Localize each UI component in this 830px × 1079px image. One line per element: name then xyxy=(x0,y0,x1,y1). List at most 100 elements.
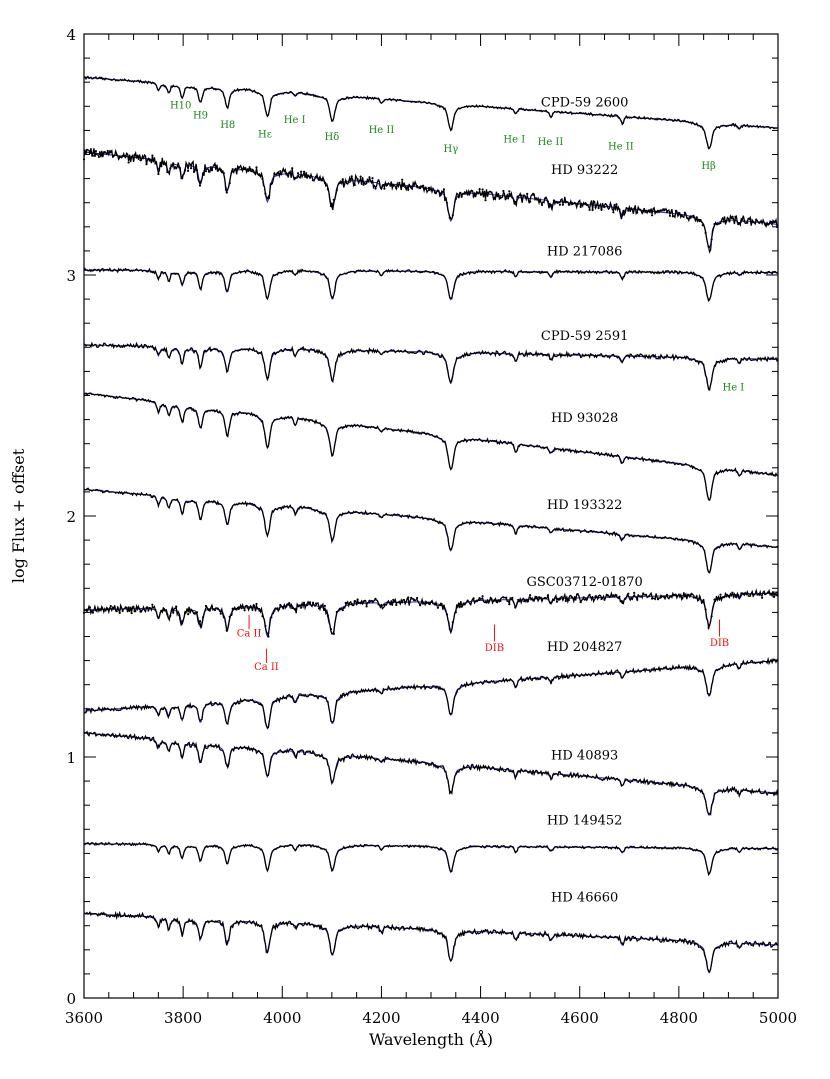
observed-point xyxy=(285,605,288,608)
observed-point xyxy=(734,595,737,598)
observed-point xyxy=(579,205,582,208)
observed-point xyxy=(285,172,288,175)
observed-point xyxy=(558,203,562,206)
axes: 3600 3800 4000 4200 4400 4600 4800 5000 0 1 2 3 4 xyxy=(65,26,797,1027)
observed-point xyxy=(680,214,683,217)
observed-point xyxy=(347,181,350,184)
observed-point xyxy=(350,175,353,178)
observed-point xyxy=(523,194,526,197)
observed-point xyxy=(445,201,448,204)
observed-point xyxy=(145,163,148,166)
observed-point xyxy=(279,170,282,173)
observed-point xyxy=(648,595,651,598)
observed-point xyxy=(213,608,216,612)
observed-point xyxy=(659,596,663,599)
observed-point xyxy=(157,616,160,620)
observed-point xyxy=(422,184,425,187)
observed-point xyxy=(368,176,371,179)
observed-point xyxy=(201,172,205,175)
observed-point xyxy=(704,608,707,611)
spectrum-1: CPD-59 2600 xyxy=(83,75,779,150)
y-axis-title: log Flux + offset xyxy=(9,448,28,583)
observed-point xyxy=(276,607,279,611)
observed-point xyxy=(344,601,347,605)
observed-point xyxy=(603,205,606,209)
observed-point xyxy=(665,593,669,596)
observed-point xyxy=(103,608,106,611)
observed-point xyxy=(118,155,121,158)
observed-point xyxy=(187,169,190,172)
observed-point xyxy=(466,193,469,196)
observed-point xyxy=(606,205,609,208)
observed-point xyxy=(508,603,511,606)
observed-point xyxy=(148,158,151,161)
observed-point xyxy=(511,596,514,599)
observed-point xyxy=(139,159,142,162)
observed-point xyxy=(624,597,627,600)
observed-point xyxy=(555,600,559,603)
observed-point xyxy=(246,168,249,171)
observed-point xyxy=(401,601,404,604)
observed-point xyxy=(97,608,100,612)
observed-point xyxy=(109,605,112,608)
observed-point xyxy=(627,592,630,595)
observed-point xyxy=(317,178,321,181)
green-line-id: H9 xyxy=(193,110,208,121)
star-label: HD 93222 xyxy=(551,163,618,178)
observed-point xyxy=(210,169,213,172)
observed-point xyxy=(686,594,689,597)
observed-point xyxy=(582,202,585,205)
observed-point xyxy=(350,602,353,606)
observed-point xyxy=(365,605,368,608)
observed-point xyxy=(91,154,94,157)
observed-point xyxy=(166,613,169,616)
spectrum-3: HD 217086 xyxy=(83,245,779,303)
observed-point xyxy=(514,606,517,609)
green-line-id: He I xyxy=(284,115,306,126)
observed-point xyxy=(353,600,356,603)
observed-point xyxy=(538,200,541,203)
observed-point xyxy=(344,180,347,183)
observed-point xyxy=(671,215,675,218)
y-tick-label: 1 xyxy=(66,749,76,767)
observed-point xyxy=(237,607,240,611)
observed-point xyxy=(755,591,758,594)
green-line-id: He II xyxy=(538,137,564,148)
observed-point xyxy=(389,603,392,606)
observed-point xyxy=(306,604,309,607)
observed-point xyxy=(588,208,591,211)
observed-point xyxy=(326,614,329,618)
observed-point xyxy=(303,601,306,604)
green-line-id: Hβ xyxy=(701,161,716,172)
observed-point xyxy=(538,596,541,599)
observed-point xyxy=(353,183,356,187)
observed-point xyxy=(746,592,749,595)
observed-point xyxy=(719,593,722,596)
observed-point xyxy=(178,166,181,169)
observed-point xyxy=(190,609,193,612)
observed-point xyxy=(609,595,612,598)
observed-point xyxy=(615,203,618,206)
observed-point xyxy=(231,168,234,171)
green-line-id: He I xyxy=(503,134,525,145)
observed-point xyxy=(207,608,210,611)
observed-point xyxy=(407,188,410,191)
observed-point xyxy=(633,591,636,595)
observed-point xyxy=(424,602,428,605)
observed-point xyxy=(630,207,633,210)
x-tick-label: 4600 xyxy=(561,1009,599,1027)
observed-point xyxy=(225,629,228,632)
observed-point xyxy=(668,214,672,217)
observed-point xyxy=(133,154,136,157)
observed-point xyxy=(454,611,457,614)
observed-point xyxy=(341,178,344,181)
observed-point xyxy=(683,595,686,598)
observed-point xyxy=(371,600,374,603)
observed-point xyxy=(166,170,169,174)
observed-point xyxy=(457,195,460,198)
observed-point xyxy=(365,180,368,183)
observed-point xyxy=(82,158,86,161)
observed-point xyxy=(386,601,389,604)
